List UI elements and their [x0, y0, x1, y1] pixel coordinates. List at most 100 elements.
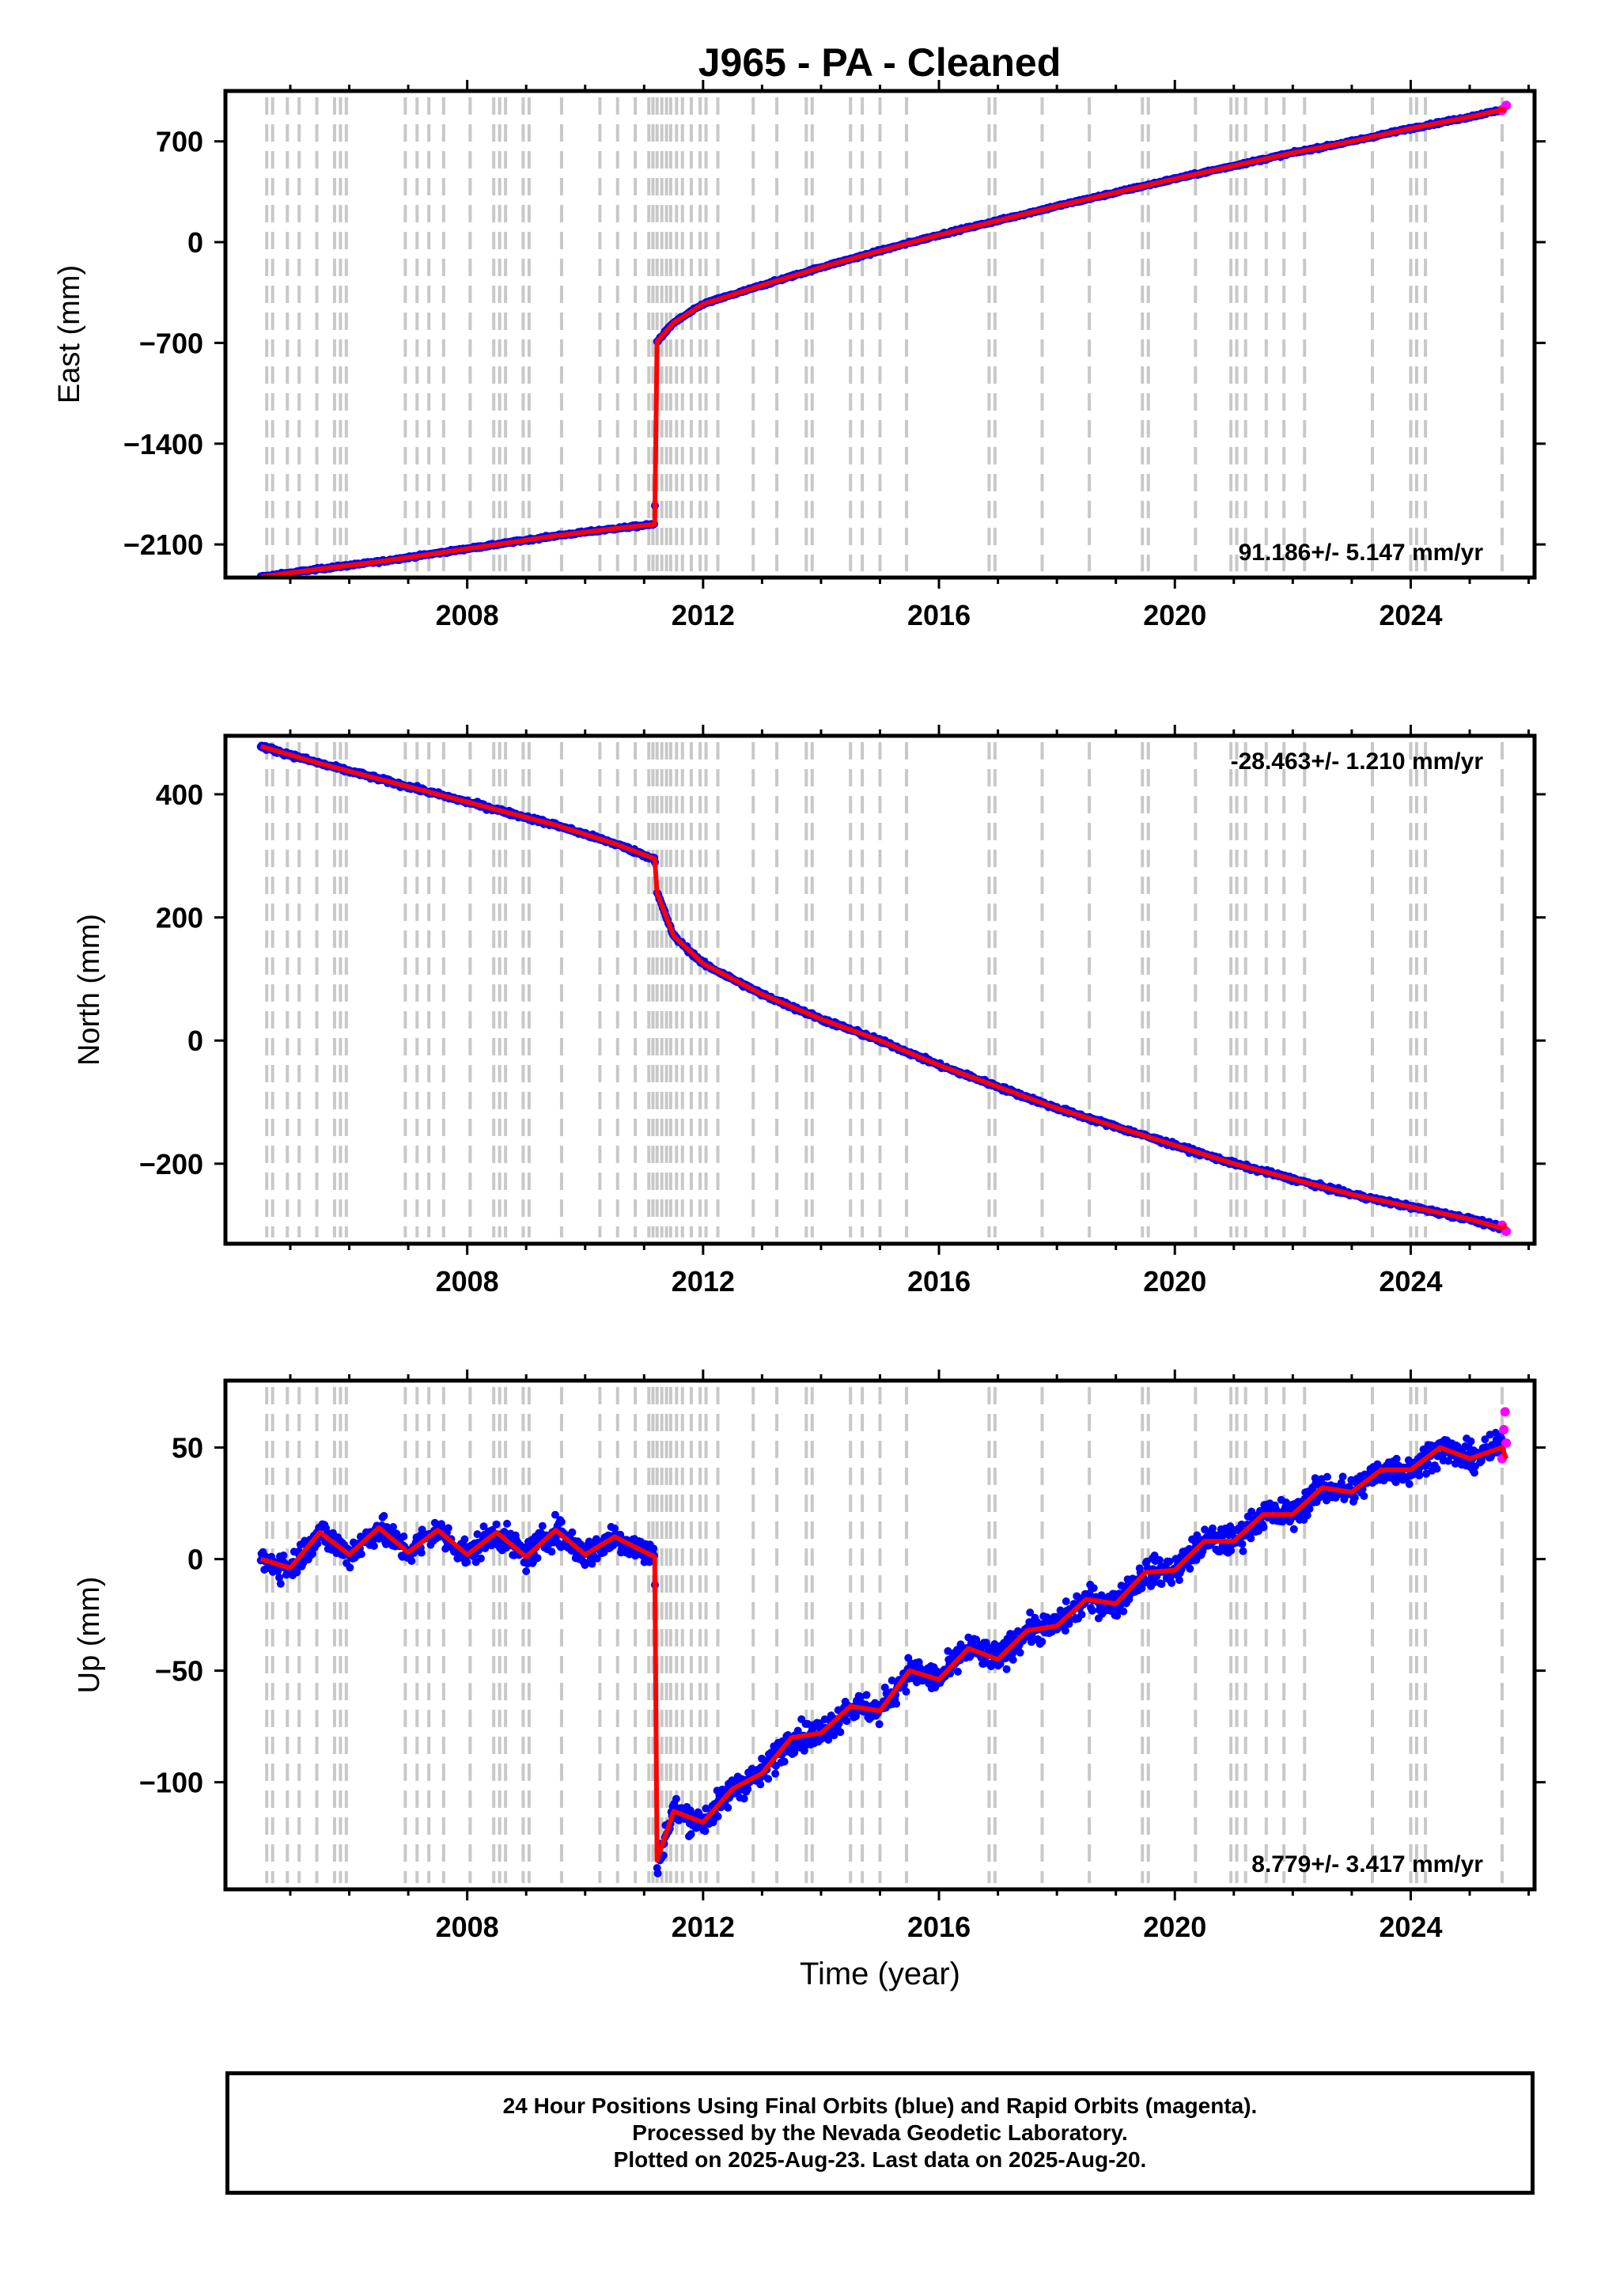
x-tick-label: 2024: [1379, 1265, 1442, 1298]
data-point: [780, 1757, 789, 1766]
data-point: [888, 1677, 896, 1684]
data-point: [702, 1804, 710, 1813]
data-point: [1062, 1597, 1070, 1605]
x-tick-label: 2008: [436, 1265, 499, 1298]
data-point: [713, 1812, 722, 1821]
data-point: [533, 1554, 542, 1563]
data-point: [279, 1552, 288, 1559]
panel-north: 2008 2012 2016 2020 2024 −200 0 200 400 North (mm…: [73, 725, 1546, 1298]
data-point: [476, 1554, 485, 1563]
y-axis: −200 0 200 400: [139, 779, 1546, 1180]
data-point: [1002, 1665, 1011, 1673]
x-tick-label: 2024: [1379, 599, 1442, 631]
data-point: [836, 1728, 845, 1737]
panel-east: 2008 2012 2016 2020 2024−2100−1400−7000700Ea…: [53, 80, 1546, 631]
data-point: [522, 1567, 531, 1575]
rate-annotation: -28.463+/- 1.210 mm/yr: [1231, 748, 1484, 775]
data-point: [880, 1683, 889, 1692]
y-tick-label: 200: [156, 902, 203, 934]
data-point: [492, 1520, 501, 1529]
data-point: [653, 1869, 662, 1877]
y-axis-label: East (mm): [53, 265, 86, 404]
data-point: [1038, 1638, 1047, 1646]
data-point: [1026, 1608, 1035, 1617]
data-point: [756, 1780, 765, 1789]
event-lines: [265, 1387, 1504, 1883]
y-axis-label: North (mm): [73, 914, 106, 1066]
data-point: [592, 1554, 601, 1563]
data-point: [724, 1803, 732, 1812]
data-point: [588, 1559, 596, 1568]
x-axis: 2008 2012 2016 2020 2024: [289, 80, 1531, 631]
y-tick-label: −700: [139, 327, 203, 359]
data-point: [852, 1712, 861, 1721]
data-point: [503, 1519, 511, 1528]
data-point: [830, 1731, 838, 1740]
data-point: [463, 1558, 471, 1567]
model-line: [259, 744, 1508, 1231]
data-point: [547, 1548, 556, 1556]
data-point: [672, 1794, 680, 1803]
data-point: [842, 1717, 851, 1726]
x-tick-label: 2012: [672, 599, 735, 631]
event-lines: [265, 97, 1504, 571]
data-point: [389, 1523, 397, 1531]
data-point: [276, 1579, 285, 1588]
x-tick-label: 2016: [907, 599, 971, 631]
event-lines: [265, 742, 1504, 1237]
data-point: [369, 1542, 378, 1550]
data-point: [380, 1512, 388, 1520]
data-point: [568, 1528, 577, 1536]
data-point: [744, 1785, 752, 1794]
data-point: [313, 1540, 322, 1548]
data-point: [460, 1535, 469, 1544]
x-tick-label: 2012: [672, 1265, 735, 1298]
data-point: [346, 1563, 354, 1572]
data-point: [902, 1688, 910, 1696]
data-point: [824, 1736, 833, 1744]
y-tick-label: 0: [187, 1025, 203, 1057]
plot-panels: 2008 2012 2016 2020 2024 −2100 −1400 −700 0 700 Ea…: [53, 80, 1546, 1991]
data-point: [728, 1776, 736, 1785]
data-point: [357, 1550, 365, 1559]
y-tick-label: 0: [187, 226, 203, 259]
model-line: [260, 107, 1507, 578]
y-tick-label: 400: [156, 779, 203, 811]
data-point: [771, 1769, 780, 1778]
y-tick-label: 700: [156, 126, 203, 158]
data-point: [875, 1720, 884, 1729]
data-point: [407, 1557, 416, 1565]
data-point: [979, 1660, 988, 1668]
y-tick-label: −2100: [123, 529, 203, 561]
y-tick-label: −1400: [123, 428, 203, 460]
data-point: [953, 1667, 962, 1676]
data-point: [308, 1549, 316, 1558]
rate-annotation: 91.186+/- 5.147 mm/yr: [1239, 540, 1484, 566]
y-tick-label: −200: [139, 1148, 203, 1180]
figure-title: J965 - PA - Cleaned: [698, 40, 1062, 85]
x-tick-label: 2020: [1143, 599, 1206, 631]
data-point: [740, 1794, 748, 1803]
data-point: [793, 1726, 802, 1735]
data-point: [1077, 1610, 1086, 1619]
data-point: [473, 1530, 482, 1539]
x-axis: 2008 2012 2016 2020 2024: [289, 725, 1531, 1298]
data-point: [1009, 1655, 1017, 1664]
data-point: [275, 1574, 283, 1582]
data-point: [892, 1699, 901, 1708]
x-tick-label: 2016: [907, 1265, 971, 1298]
data-point: [687, 1830, 695, 1839]
data-point: [611, 1524, 619, 1533]
data-point: [862, 1691, 871, 1699]
data-point: [538, 1521, 547, 1530]
data-point: [417, 1548, 426, 1557]
data-point: [551, 1510, 559, 1519]
data-point: [479, 1522, 488, 1531]
x-tick-label: 2020: [1143, 1265, 1206, 1298]
data-point: [1061, 1627, 1069, 1635]
data-point: [444, 1524, 452, 1533]
data-point: [972, 1635, 981, 1644]
y-axis: −2100 −1400 −700 0 700: [123, 126, 1546, 561]
